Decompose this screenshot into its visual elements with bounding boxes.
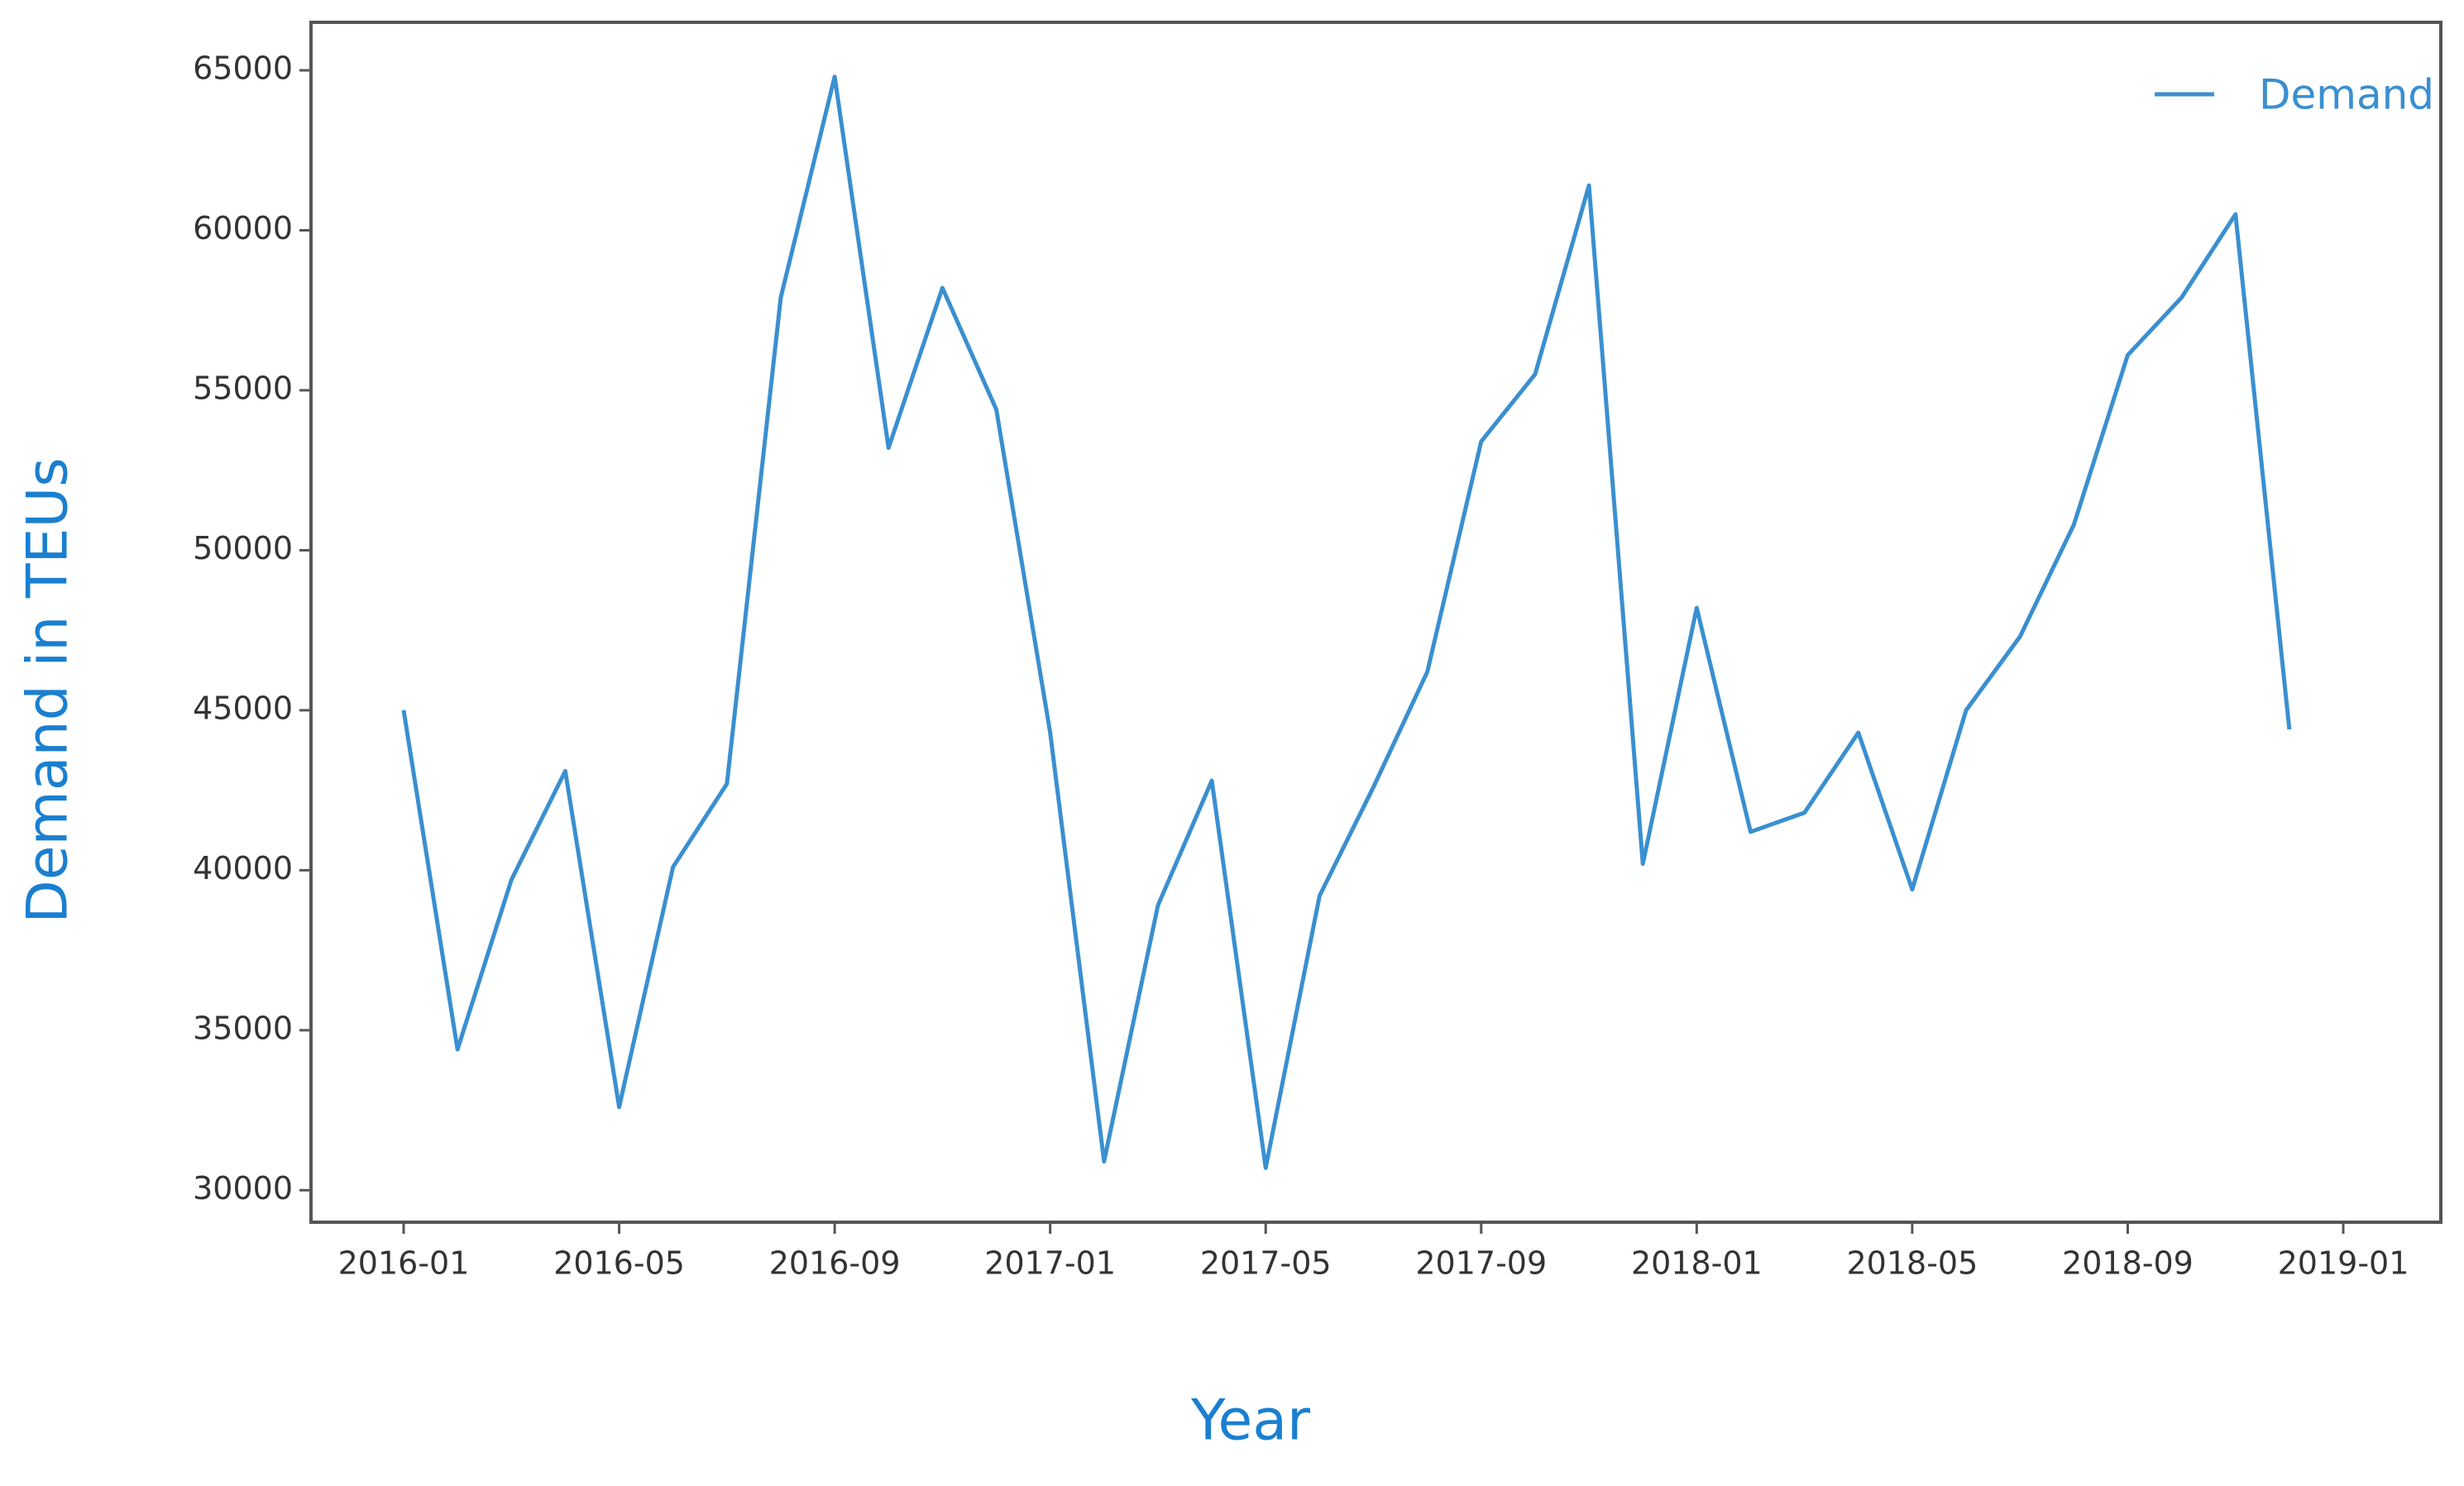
x-tick-label: 2016-09	[769, 1245, 901, 1282]
y-tick-label: 30000	[193, 1170, 293, 1206]
x-tick-label: 2019-01	[2278, 1245, 2409, 1282]
x-tick-label: 2017-09	[1415, 1245, 1547, 1282]
y-tick-label: 40000	[193, 850, 293, 886]
y-tick-label: 35000	[193, 1010, 293, 1046]
y-tick-label: 60000	[193, 210, 293, 246]
x-tick-label: 2016-05	[553, 1245, 685, 1282]
plot-frame	[309, 21, 2442, 1224]
x-tick-label: 2018-01	[1631, 1245, 1763, 1282]
x-tick-label: 2017-01	[984, 1245, 1116, 1282]
y-axis-title: Demand in TEUs	[16, 457, 81, 923]
x-axis-title: Year	[1190, 1388, 1310, 1454]
x-tick-label: 2018-09	[2062, 1245, 2194, 1282]
y-tick-label: 55000	[193, 370, 293, 406]
x-tick-label: 2016-01	[338, 1245, 470, 1282]
y-tick-label: 45000	[193, 690, 293, 726]
x-tick-label: 2017-05	[1200, 1245, 1332, 1282]
data-line	[401, 74, 2292, 1170]
y-tick-label: 65000	[193, 50, 293, 87]
x-tick-label: 2018-05	[1846, 1245, 1978, 1282]
y-tick-label: 50000	[193, 530, 293, 566]
legend-label: Demand	[2259, 71, 2434, 119]
